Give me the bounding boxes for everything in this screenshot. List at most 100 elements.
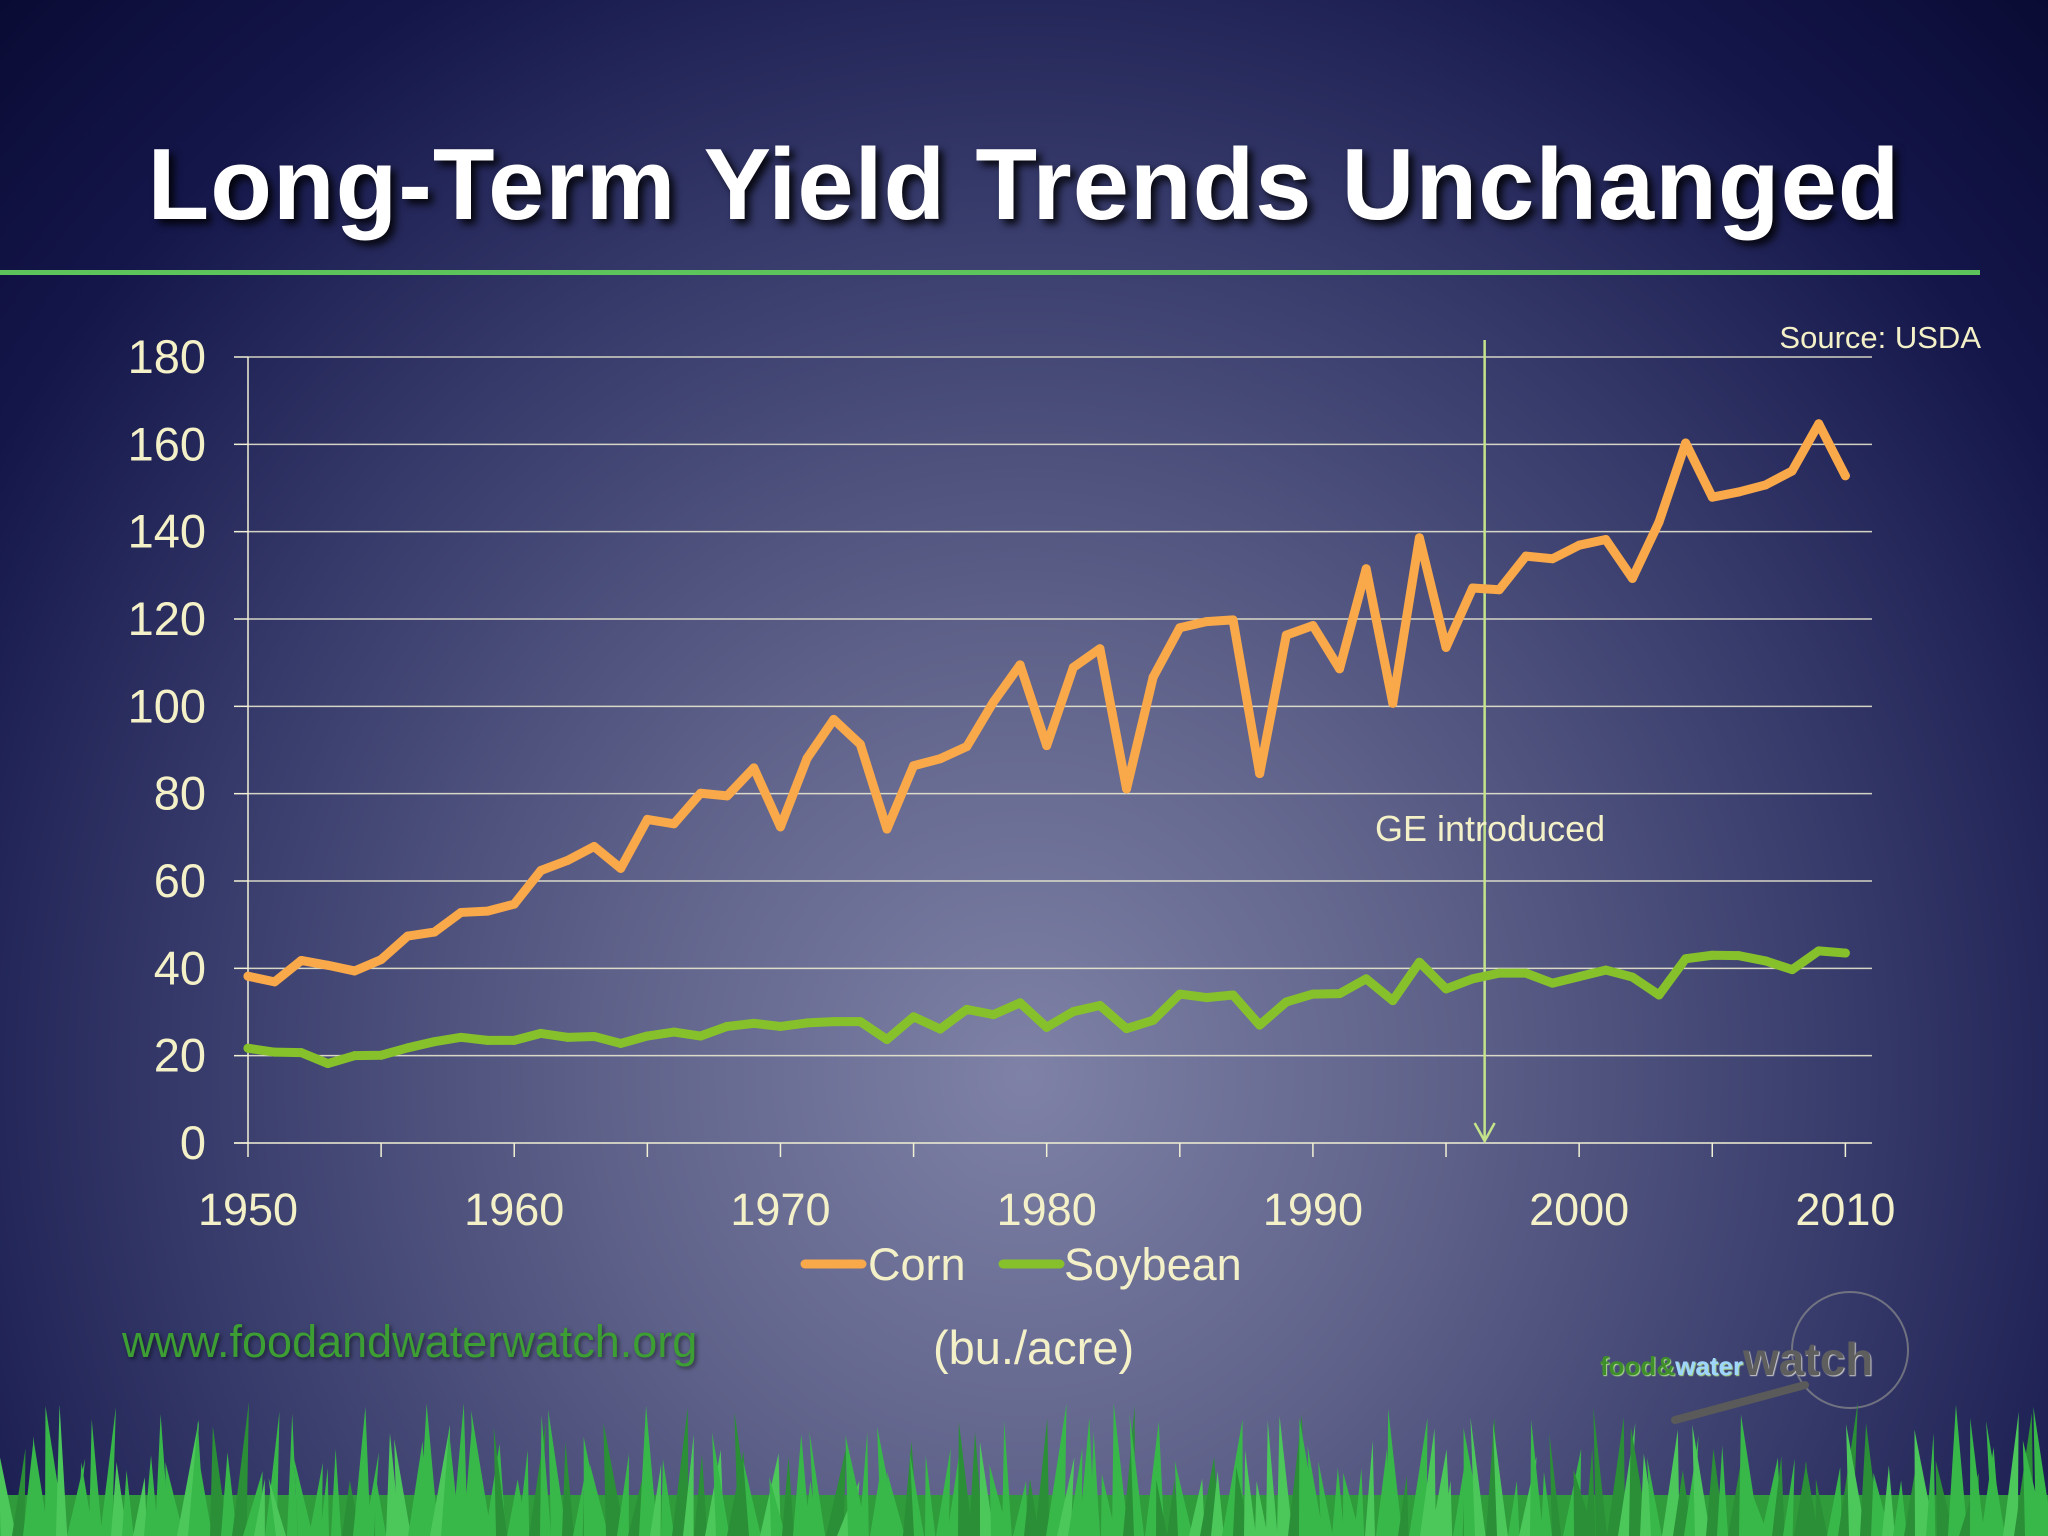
corn-point-1976 xyxy=(935,754,945,764)
grass-blade xyxy=(909,1452,924,1536)
source-note: Source: USDA xyxy=(1779,320,1981,355)
corn-point-2008 xyxy=(1787,466,1797,476)
soybean-point-2006 xyxy=(1734,951,1744,961)
corn-point-2010 xyxy=(1840,471,1850,481)
corn-point-1955 xyxy=(376,955,386,965)
grass-blade xyxy=(712,1432,730,1536)
grass-blade xyxy=(133,1477,147,1536)
soybean-point-2010 xyxy=(1840,948,1850,958)
grass-blade xyxy=(1189,1478,1205,1536)
soybean-point-1985 xyxy=(1175,989,1185,999)
soybean-point-1984 xyxy=(1148,1015,1158,1025)
grass-blade xyxy=(1772,1455,1785,1536)
website-url[interactable]: www.foodandwaterwatch.org xyxy=(122,1316,698,1367)
grass-blade xyxy=(540,1414,552,1536)
legend: Corn Soybean xyxy=(800,1239,1242,1290)
grass-blade xyxy=(1607,1416,1626,1536)
grass-blade xyxy=(562,1442,575,1536)
grass-blade xyxy=(1585,1447,1596,1536)
grass-blade xyxy=(232,1401,249,1536)
grass-blade xyxy=(1717,1445,1729,1536)
grass-blade xyxy=(1046,1403,1067,1536)
grass-blade xyxy=(122,1470,134,1536)
corn-point-1952 xyxy=(296,955,306,965)
grass-blade xyxy=(1332,1467,1345,1536)
soybean-point-1981 xyxy=(1068,1007,1078,1017)
grass-blade xyxy=(375,1475,387,1536)
grass-blade xyxy=(1453,1459,1466,1536)
y-tick-label-80: 80 xyxy=(154,767,206,820)
corn-point-2004 xyxy=(1681,438,1691,448)
y-tick-label-120: 120 xyxy=(128,592,206,645)
legend-soybean-label: Soybean xyxy=(1064,1239,1242,1290)
corn-point-1957 xyxy=(429,927,439,937)
corn-point-1950 xyxy=(243,971,253,981)
corn-point-1984 xyxy=(1148,672,1158,682)
corn-point-1960 xyxy=(509,899,519,909)
ge-introduced-label: GE introduced xyxy=(1375,808,1605,849)
grass-blade xyxy=(793,1434,810,1536)
grass-blade xyxy=(782,1456,794,1536)
y-tick-label-20: 20 xyxy=(154,1029,206,1082)
corn-point-1962 xyxy=(562,855,572,865)
soybean-point-1954 xyxy=(349,1051,359,1061)
grass-blade xyxy=(1013,1480,1028,1536)
grass-blade xyxy=(89,1419,103,1536)
grass-blade xyxy=(1541,1471,1553,1536)
grass-blade xyxy=(1079,1417,1095,1536)
magnifier-icon xyxy=(1671,1291,1909,1424)
soybean-point-1978 xyxy=(988,1010,998,1020)
logo-wordmark: food&waterwatch xyxy=(1600,1333,1874,1385)
grass-blade xyxy=(1002,1420,1012,1536)
grass-blade xyxy=(1846,1424,1867,1536)
soybean-point-1953 xyxy=(323,1059,333,1069)
grass-blade xyxy=(1090,1430,1101,1536)
grass-blade xyxy=(969,1431,984,1536)
grass-blade xyxy=(1815,1478,1828,1536)
y-tick-label-60: 60 xyxy=(154,854,206,907)
grass-blade xyxy=(1530,1419,1544,1536)
corn-point-1992 xyxy=(1361,564,1371,574)
corn-point-1959 xyxy=(483,906,493,916)
grass-blade xyxy=(1593,1407,1608,1536)
grass-blade xyxy=(1573,1469,1595,1536)
units-label: (bu./acre) xyxy=(933,1321,1135,1374)
soybean-point-1974 xyxy=(882,1035,892,1045)
corn-point-1975 xyxy=(909,761,919,771)
corn-point-1969 xyxy=(749,763,759,773)
grass-blade xyxy=(1827,1466,1842,1536)
grass-blade xyxy=(1112,1402,1129,1536)
soybean-point-1957 xyxy=(429,1037,439,1047)
grass-blade xyxy=(1365,1440,1375,1536)
corn-point-1989 xyxy=(1281,630,1291,640)
grass-blade xyxy=(1692,1424,1711,1536)
grass-blade xyxy=(958,1421,973,1536)
corn-point-1995 xyxy=(1441,642,1451,652)
grass-blade xyxy=(573,1478,585,1536)
grass-blade xyxy=(493,1426,508,1536)
soybean-point-1977 xyxy=(962,1004,972,1014)
corn-point-2002 xyxy=(1627,573,1637,583)
grass-blade xyxy=(1167,1479,1179,1536)
grass-blade xyxy=(1970,1418,1985,1536)
soybean-point-2005 xyxy=(1707,950,1717,960)
grass-blade xyxy=(471,1410,492,1536)
grass-blade xyxy=(1986,1420,2006,1536)
grass-blade xyxy=(1266,1420,1278,1536)
grass-blade xyxy=(419,1403,439,1536)
grass-blade xyxy=(661,1458,675,1536)
corn-point-1954 xyxy=(349,966,359,976)
axes xyxy=(234,357,1872,1157)
soybean-point-1971 xyxy=(802,1018,812,1028)
grass-blade xyxy=(1420,1428,1436,1536)
grass-blade xyxy=(979,1441,995,1536)
ge-introduced-arrowhead xyxy=(1473,1122,1496,1144)
grass-blade xyxy=(1244,1449,1256,1536)
grass-blade xyxy=(694,1454,708,1536)
soybean-point-1996 xyxy=(1468,974,1478,984)
corn-point-1996 xyxy=(1468,583,1478,593)
corn-point-1972 xyxy=(829,714,839,724)
corn-point-1991 xyxy=(1335,664,1345,674)
y-tick-label-180: 180 xyxy=(128,330,206,383)
